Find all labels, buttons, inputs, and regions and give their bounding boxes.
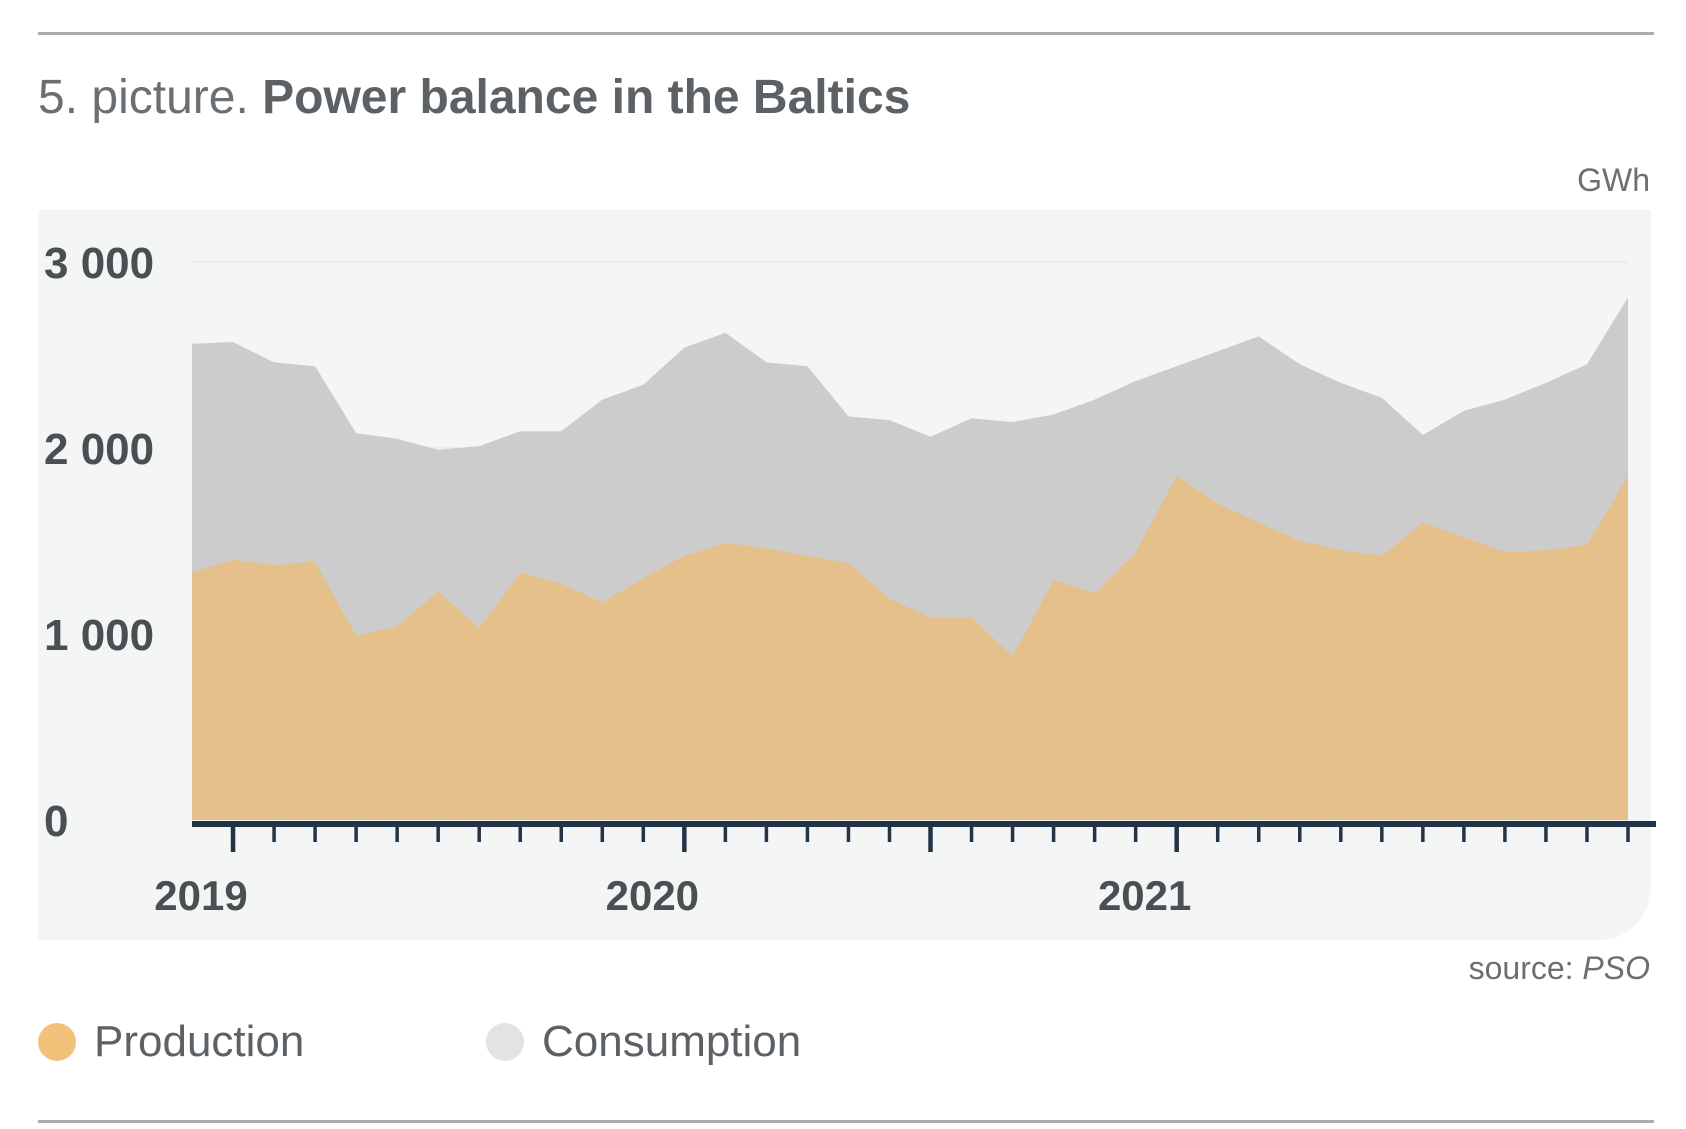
x-axis <box>192 821 1656 852</box>
y-tick-label: 0 <box>44 797 68 846</box>
chart-title-main: Power balance in the Baltics <box>262 71 911 124</box>
y-tick-labels: 0 1 000 2 000 3 000 <box>44 239 154 846</box>
x-year-label: 2019 <box>154 872 247 919</box>
production-swatch-icon <box>38 1023 76 1061</box>
chart-title: 5. picture. Power balance in the Baltics <box>38 70 910 125</box>
x-year-label: 2020 <box>606 872 699 919</box>
x-year-label: 2021 <box>1098 872 1191 919</box>
x-year-labels: 2019 2020 2021 <box>154 872 1191 919</box>
y-tick-label: 3 000 <box>44 239 154 288</box>
source-label: source: <box>1468 950 1574 986</box>
source-note: source: PSO <box>1469 950 1650 987</box>
y-tick-label: 2 000 <box>44 425 154 474</box>
consumption-swatch-icon <box>486 1023 524 1061</box>
top-divider <box>38 32 1654 35</box>
legend-item-production: Production <box>38 1017 304 1067</box>
bottom-divider <box>38 1120 1654 1123</box>
area-production <box>192 475 1628 820</box>
legend-label-production: Production <box>94 1017 305 1066</box>
legend-label-consumption: Consumption <box>542 1017 802 1066</box>
unit-label: GWh <box>1577 162 1650 198</box>
chart-title-prefix: 5. picture. <box>38 71 249 124</box>
legend-item-consumption: Consumption <box>486 1017 801 1067</box>
y-tick-label: 1 000 <box>44 611 154 660</box>
source-name: PSO <box>1582 950 1650 986</box>
data-areas <box>192 297 1628 820</box>
